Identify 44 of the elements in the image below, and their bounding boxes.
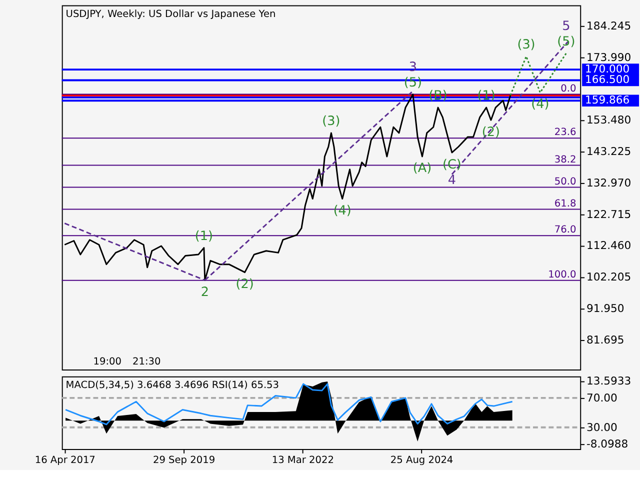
y-tick-label: 173.990: [586, 50, 632, 64]
ref-line-label: 170.000: [585, 62, 630, 76]
annotation: (3): [322, 114, 340, 130]
x-tick-label: 29 Sep 2019: [152, 455, 216, 466]
y-tick-label: 81.695: [586, 333, 624, 346]
annotation: (5): [557, 34, 576, 50]
annotation: 61.8: [554, 198, 576, 210]
ref-line-label: 166.500: [585, 73, 630, 86]
annotation: 50.0: [554, 176, 576, 188]
annotation: (2): [482, 124, 500, 140]
annotation: 21:30: [132, 356, 161, 368]
chart-title: USDJPY, Weekly: US Dollar vs Japanese Yen: [66, 9, 276, 20]
y-tick-label: 143.225: [586, 144, 632, 158]
y-tick-label: 112.460: [586, 239, 632, 252]
annotation: (3): [517, 38, 536, 53]
annotation: (4): [531, 97, 550, 112]
annotation: 2: [200, 284, 209, 300]
x-tick-label: 16 Apr 2017: [34, 455, 96, 466]
annotation: 19:00: [93, 356, 122, 368]
annotation: 0.0: [560, 83, 576, 94]
y-tick-label: 122.715: [586, 208, 632, 221]
y-tick-label: -8.0988: [586, 438, 628, 450]
annotation: 38.2: [554, 154, 576, 166]
chart-title: MACD(5,34,5) 3.6468 3.4696 RSI(14) 65.53: [66, 380, 280, 392]
annotation: 76.0: [554, 224, 576, 236]
x-tick-label: 25 Aug 2024: [390, 455, 454, 466]
y-tick-label: 102.205: [586, 270, 632, 284]
ref-line-label: 159.866: [585, 94, 630, 107]
annotation: (2): [236, 277, 254, 292]
y-tick-label: 153.480: [586, 114, 632, 127]
annotation: (A): [412, 161, 432, 176]
annotation: 5: [562, 18, 570, 34]
x-tick-label: 13 Mar 2022: [272, 455, 334, 466]
y-tick-label: 132.970: [586, 176, 632, 190]
annotation: 23.6: [554, 127, 576, 138]
annotation: 100.0: [548, 269, 576, 280]
y2-tick-label: 70.00: [586, 391, 618, 404]
annotation: 4: [448, 172, 456, 188]
y-tick-label: 184.245: [586, 19, 632, 32]
y-tick-label: 13.5933: [586, 374, 632, 388]
y-tick-label: 91.950: [586, 302, 624, 316]
y2-tick-label: 30.00: [586, 420, 618, 434]
annotation: (1): [477, 88, 496, 104]
annotation: (B): [428, 88, 448, 104]
